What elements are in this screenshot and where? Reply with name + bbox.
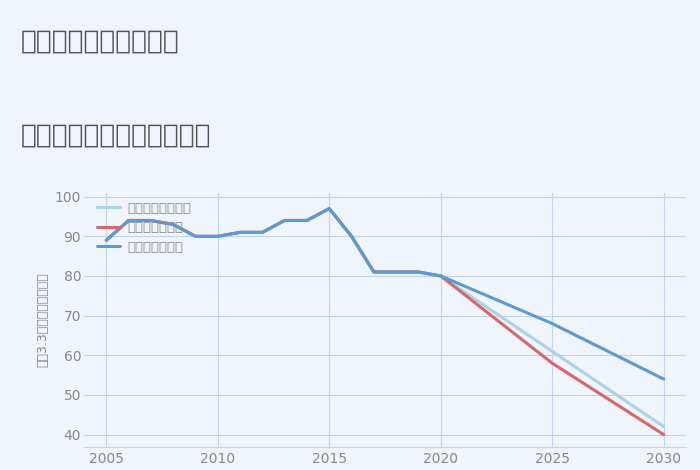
Line: バッドシナリオ: バッドシナリオ: [106, 209, 664, 435]
バッドシナリオ: [370, 269, 378, 275]
グッドシナリオ: [281, 218, 289, 223]
バッドシナリオ: [236, 229, 244, 235]
グッドシナリオ: [347, 234, 356, 239]
バッドシナリオ: [191, 234, 200, 239]
Text: 中古マンションの価格推移: 中古マンションの価格推移: [21, 122, 211, 148]
ノーマルシナリオ: [281, 218, 289, 223]
ノーマルシナリオ: [258, 229, 267, 235]
Line: ノーマルシナリオ: ノーマルシナリオ: [106, 209, 664, 427]
ノーマルシナリオ: [102, 237, 111, 243]
バッドシナリオ: [214, 234, 222, 239]
バッドシナリオ: [414, 269, 423, 275]
グッドシナリオ: [370, 269, 378, 275]
バッドシナリオ: [437, 273, 445, 279]
バッドシナリオ: [347, 234, 356, 239]
バッドシナリオ: [281, 218, 289, 223]
ノーマルシナリオ: [147, 218, 155, 223]
グッドシナリオ: [191, 234, 200, 239]
Y-axis label: 平（3.3㎡）単価（万円）: 平（3.3㎡）単価（万円）: [36, 272, 49, 367]
バッドシナリオ: [303, 218, 312, 223]
バッドシナリオ: [125, 218, 133, 223]
グッドシナリオ: [392, 269, 400, 275]
バッドシナリオ: [169, 221, 177, 227]
Line: グッドシナリオ: グッドシナリオ: [106, 209, 664, 379]
ノーマルシナリオ: [370, 269, 378, 275]
グッドシナリオ: [548, 321, 556, 326]
ノーマルシナリオ: [169, 221, 177, 227]
グッドシナリオ: [659, 376, 668, 382]
ノーマルシナリオ: [414, 269, 423, 275]
バッドシナリオ: [258, 229, 267, 235]
グッドシナリオ: [437, 273, 445, 279]
バッドシナリオ: [548, 360, 556, 366]
バッドシナリオ: [102, 237, 111, 243]
ノーマルシナリオ: [303, 218, 312, 223]
バッドシナリオ: [325, 206, 333, 212]
ノーマルシナリオ: [548, 349, 556, 354]
グッドシナリオ: [236, 229, 244, 235]
グッドシナリオ: [169, 221, 177, 227]
バッドシナリオ: [147, 218, 155, 223]
グッドシナリオ: [414, 269, 423, 275]
バッドシナリオ: [659, 432, 668, 438]
バッドシナリオ: [392, 269, 400, 275]
Text: 三重県松阪市桂瀬町の: 三重県松阪市桂瀬町の: [21, 28, 180, 54]
グッドシナリオ: [125, 218, 133, 223]
ノーマルシナリオ: [236, 229, 244, 235]
グッドシナリオ: [147, 218, 155, 223]
ノーマルシナリオ: [347, 234, 356, 239]
グッドシナリオ: [258, 229, 267, 235]
グッドシナリオ: [214, 234, 222, 239]
ノーマルシナリオ: [325, 206, 333, 212]
ノーマルシナリオ: [437, 273, 445, 279]
Legend: ノーマルシナリオ, バッドシナリオ, グッドシナリオ: ノーマルシナリオ, バッドシナリオ, グッドシナリオ: [97, 202, 191, 254]
ノーマルシナリオ: [214, 234, 222, 239]
ノーマルシナリオ: [191, 234, 200, 239]
グッドシナリオ: [303, 218, 312, 223]
ノーマルシナリオ: [659, 424, 668, 430]
ノーマルシナリオ: [392, 269, 400, 275]
グッドシナリオ: [325, 206, 333, 212]
ノーマルシナリオ: [125, 218, 133, 223]
グッドシナリオ: [102, 237, 111, 243]
